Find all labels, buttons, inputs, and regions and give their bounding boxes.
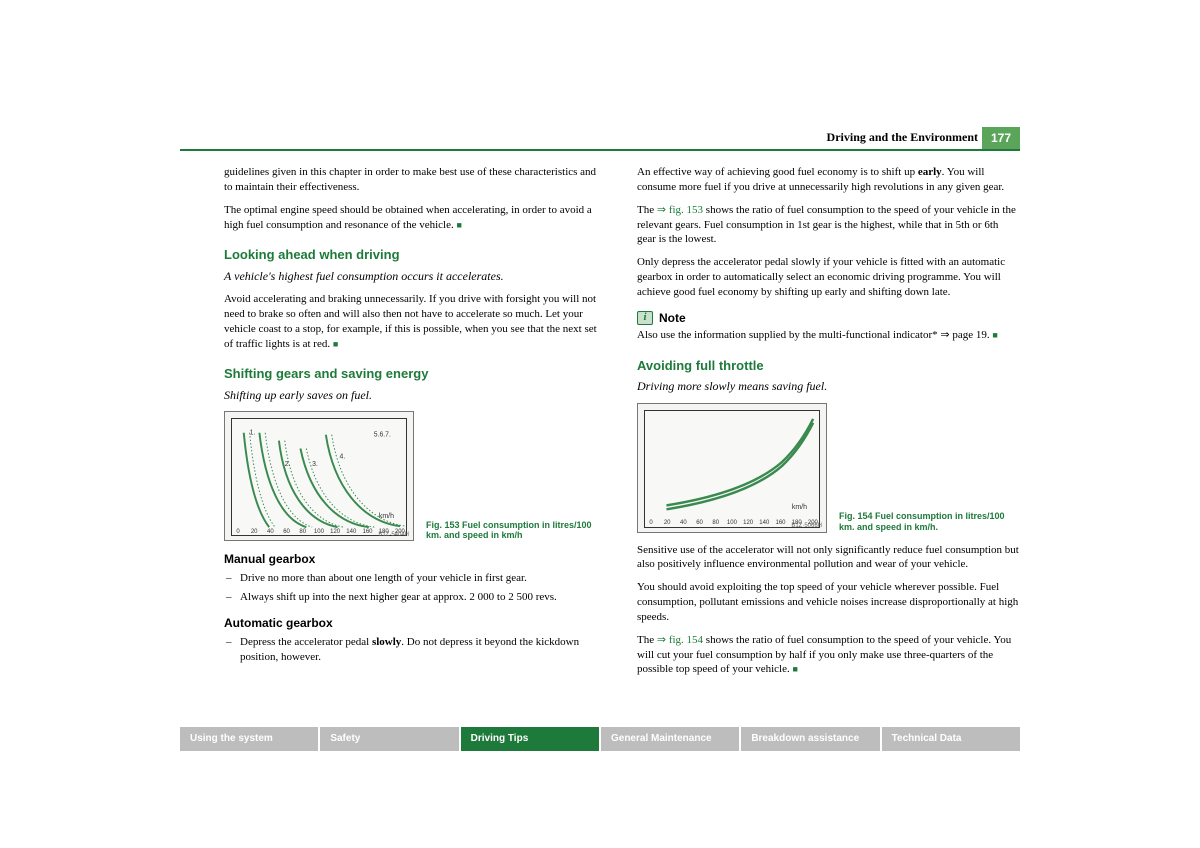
automatic-gearbox-heading: Automatic gearbox [224,615,607,631]
svg-text:4.: 4. [340,454,346,461]
list-item: Always shift up into the next higher gea… [224,590,607,605]
heading-shifting-gears: Shifting gears and saving energy [224,365,607,383]
header-rule [180,149,1020,151]
footer-tab[interactable]: Breakdown assistance [741,727,881,751]
heading-looking-ahead: Looking ahead when driving [224,246,607,264]
fig153-code: B1Z·5404H [378,531,409,539]
fig154-xlabel: km/h [792,503,807,512]
subtitle-looking-ahead: A vehicle's highest fuel consumption occ… [224,268,607,284]
note-text: Also use the information supplied by the… [637,328,1020,343]
content-columns: guidelines given in this chapter in orde… [224,165,1020,685]
fig153-chart: l/100 km 1.2.3.4.5.6.7. km/h 02040608010… [224,411,414,541]
fig153-xlabel: km/h [379,512,394,521]
fig153-caption: Fig. 153 Fuel consumption in litres/100 … [426,520,596,542]
intro-p2: The optimal engine speed should be obtai… [224,203,607,233]
header-section-title: Driving and the Environment [827,130,978,145]
footer-tabs: Using the systemSafetyDriving TipsGenera… [180,727,1020,751]
page-number-badge: 177 [982,127,1020,149]
right-p5: You should avoid exploiting the top spee… [637,580,1020,625]
fig-link: ⇒ fig. 154 [657,634,703,646]
footer-tab[interactable]: Using the system [180,727,320,751]
end-marker-icon: ■ [333,339,338,349]
manual-gearbox-heading: Manual gearbox [224,551,607,567]
footer-tab[interactable]: Safety [320,727,460,751]
left-column: guidelines given in this chapter in orde… [224,165,607,685]
fig-link: ⇒ fig. 153 [657,204,703,216]
right-p6: The ⇒ fig. 154 shows the ratio of fuel c… [637,633,1020,678]
fig154-code: B1Z·5066H [791,522,822,530]
manual-gearbox-list: Drive no more than about one length of y… [224,571,607,605]
footer-tab[interactable]: General Maintenance [601,727,741,751]
svg-text:5.6.7.: 5.6.7. [374,432,391,439]
fig154-chart: l/100 km km/h 02040608010012014016018020… [637,403,827,533]
right-p1: An effective way of achieving good fuel … [637,165,1020,195]
info-icon: i [637,311,653,325]
figure-154: l/100 km km/h 02040608010012014016018020… [637,403,1020,533]
looking-ahead-p: Avoid accelerating and braking unnecessa… [224,292,607,351]
subtitle-avoiding-throttle: Driving more slowly means saving fuel. [637,378,1020,394]
note-label: Note [659,310,686,326]
fig154-caption: Fig. 154 Fuel consumption in litres/100 … [839,511,1009,533]
automatic-gearbox-list: Depress the accelerator pedal slowly. Do… [224,635,607,665]
figure-153: l/100 km 1.2.3.4.5.6.7. km/h 02040608010… [224,411,607,541]
footer-tab[interactable]: Driving Tips [461,727,601,751]
list-item: Depress the accelerator pedal slowly. Do… [224,635,607,665]
end-marker-icon: ■ [992,330,997,340]
right-p4: Sensitive use of the accelerator will no… [637,543,1020,573]
svg-text:2.: 2. [285,461,291,468]
right-p3: Only depress the accelerator pedal slowl… [637,255,1020,300]
subtitle-shifting-gears: Shifting up early saves on fuel. [224,387,607,403]
intro-p1: guidelines given in this chapter in orde… [224,165,607,195]
end-marker-icon: ■ [793,664,798,674]
right-column: An effective way of achieving good fuel … [637,165,1020,685]
note-heading: i Note [637,310,1020,326]
footer-tab[interactable]: Technical Data [882,727,1020,751]
svg-text:1.: 1. [250,430,256,437]
heading-avoiding-throttle: Avoiding full throttle [637,357,1020,375]
end-marker-icon: ■ [456,220,461,230]
right-p2: The ⇒ fig. 153 shows the ratio of fuel c… [637,203,1020,248]
list-item: Drive no more than about one length of y… [224,571,607,586]
svg-text:3.: 3. [312,461,318,468]
